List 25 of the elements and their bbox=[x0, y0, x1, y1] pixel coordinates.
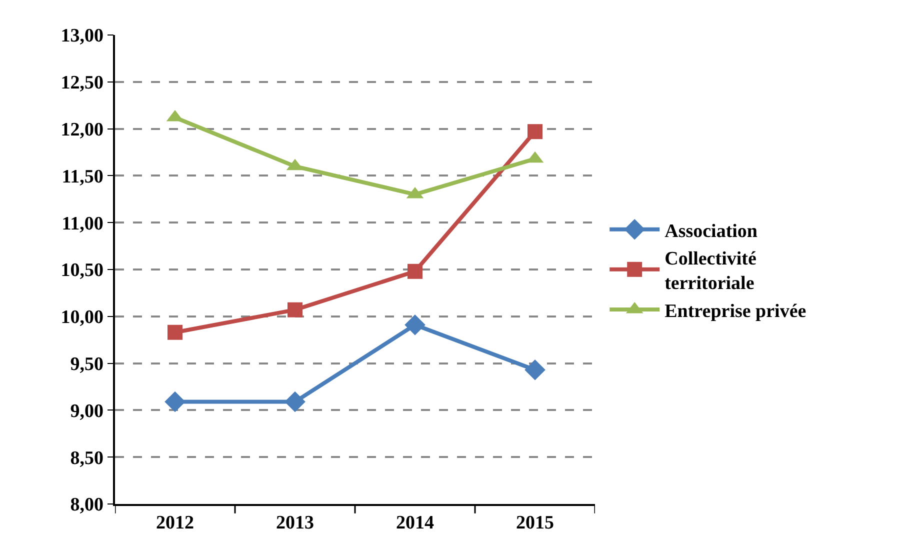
y-tick-label: 12,00 bbox=[60, 119, 104, 140]
point bbox=[168, 324, 182, 340]
point bbox=[284, 391, 306, 412]
point bbox=[408, 264, 422, 279]
x-tick-label: 2013 bbox=[276, 512, 314, 534]
y-tick-label: 8,00 bbox=[70, 494, 104, 516]
y-tick-label: 11,50 bbox=[62, 166, 104, 188]
y-tick-label: 11,00 bbox=[62, 213, 104, 234]
point bbox=[164, 391, 186, 412]
y-tick-label: 9,50 bbox=[70, 354, 104, 375]
x-tick-label: 2015 bbox=[516, 512, 554, 534]
point bbox=[404, 314, 426, 336]
legend-label: Entreprise privée bbox=[664, 300, 806, 322]
legend-label: Collectivité territoriale bbox=[664, 248, 756, 294]
legend-label: Association bbox=[664, 220, 758, 242]
y-tick-label: 10,00 bbox=[60, 307, 104, 328]
y-tick-label: 12,50 bbox=[60, 72, 104, 94]
point bbox=[288, 302, 302, 318]
y-tick-label: 9,00 bbox=[70, 400, 104, 422]
point bbox=[524, 359, 546, 380]
y-tick-label: 8,50 bbox=[70, 448, 104, 469]
x-tick-label: 2014 bbox=[396, 512, 434, 534]
x-tick-label: 2012 bbox=[156, 512, 194, 534]
y-tick-label: 13,00 bbox=[60, 26, 104, 47]
y-tick-label: 10,50 bbox=[60, 260, 104, 282]
